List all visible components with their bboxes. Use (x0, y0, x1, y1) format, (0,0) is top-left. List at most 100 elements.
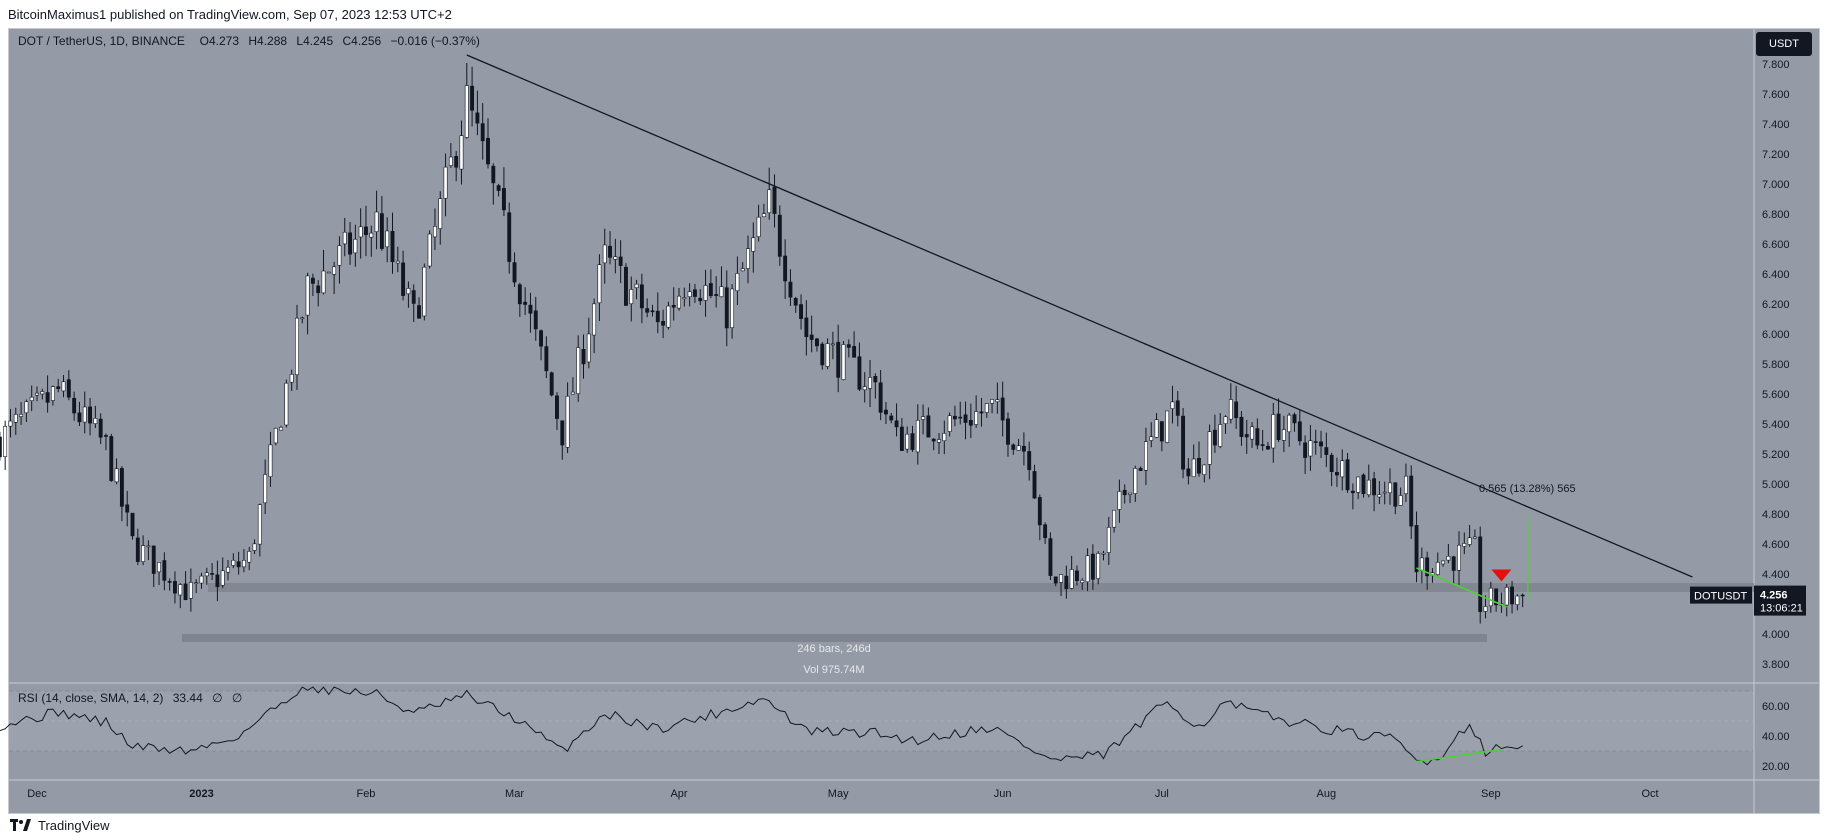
candle-body (109, 436, 114, 481)
candle (406, 281, 411, 308)
candle-body (804, 317, 809, 338)
rsi-title[interactable]: RSI (14, close, SMA, 14, 2) (18, 691, 164, 705)
candle (878, 369, 883, 421)
candle-body (1197, 457, 1201, 474)
candle (714, 276, 719, 308)
candle (1409, 465, 1414, 539)
currency-button[interactable]: USDT (1756, 32, 1812, 56)
candle (1016, 439, 1021, 451)
candle (820, 341, 825, 370)
candle-body (862, 386, 867, 391)
candle (72, 391, 77, 421)
candle-body (194, 582, 199, 584)
candle (1281, 415, 1286, 453)
candle (523, 287, 528, 315)
candle (873, 373, 878, 399)
price-tick-label: 4.000 (1762, 629, 1790, 641)
candle (82, 391, 87, 434)
candle-body (942, 433, 947, 442)
time-tick-label: Sep (1481, 788, 1501, 800)
candle (698, 289, 703, 306)
candle (565, 382, 570, 454)
rsi-divergence-line[interactable] (1416, 748, 1502, 763)
candle (889, 412, 894, 424)
tradingview-brand: TradingView (38, 818, 110, 833)
candle (570, 377, 575, 395)
candle (464, 62, 469, 139)
candle-body (671, 304, 676, 308)
measure-volume-label: Vol 975.74M (803, 664, 864, 676)
price-tick-label: 5.600 (1762, 389, 1790, 401)
candle (740, 262, 745, 272)
candle (379, 196, 384, 251)
candle (411, 284, 416, 322)
rsi-tick-label: 60.00 (1762, 701, 1790, 713)
descending-resistance-line[interactable] (466, 54, 1693, 578)
candle (1202, 464, 1207, 483)
candle-body (1202, 464, 1207, 475)
candle (364, 205, 368, 257)
candle-body (639, 284, 644, 309)
change-value: −0.016 (−0.37%) (390, 34, 480, 48)
symbol-tag (1690, 586, 1752, 604)
measure-range-bar[interactable] (182, 634, 1487, 642)
tradingview-logo[interactable]: TradingView (10, 818, 110, 833)
candle-body (1080, 580, 1085, 583)
candle (241, 549, 246, 573)
candle-body (1441, 560, 1446, 565)
candle-body (592, 303, 597, 336)
candle (682, 287, 687, 307)
candle (1483, 595, 1488, 619)
candle (852, 331, 857, 358)
candle (830, 331, 835, 360)
candle (188, 568, 193, 612)
candle (279, 425, 284, 431)
candle (310, 273, 315, 297)
candle-body (1223, 416, 1228, 424)
candle (125, 490, 130, 527)
candle (61, 375, 66, 398)
candle-body (931, 438, 936, 442)
candle (990, 398, 995, 414)
candle-body (576, 347, 581, 394)
candle-body (650, 310, 655, 313)
candle-body (326, 271, 331, 274)
candle-body (35, 392, 39, 396)
symbol-title[interactable]: DOT / TetherUS, 1D, BINANCE (18, 34, 185, 48)
candle-body (146, 545, 151, 548)
candle (178, 582, 183, 609)
candle-body (1467, 537, 1472, 545)
candle-body (50, 386, 55, 401)
candle-body (1372, 478, 1377, 496)
candle-body (692, 289, 697, 297)
measure-bars-label: 246 bars, 246d (797, 643, 870, 655)
candle-body (1382, 491, 1387, 494)
candle-body (820, 343, 825, 366)
candle (8, 408, 13, 438)
candle (1372, 471, 1377, 512)
candle-body (1043, 524, 1048, 539)
rsi-line[interactable] (0, 686, 1523, 766)
candle (342, 217, 347, 257)
candle (799, 294, 803, 330)
candle-body (735, 273, 740, 292)
support-zone[interactable] (208, 583, 1754, 592)
candle (268, 431, 273, 487)
candle (114, 458, 119, 485)
candle-body (411, 290, 416, 304)
candle-body (666, 305, 671, 328)
candle-body (677, 295, 681, 309)
candle-body (45, 392, 50, 403)
candle-body (1138, 467, 1143, 471)
price-divergence-line[interactable] (1416, 567, 1508, 608)
candle-body (852, 346, 857, 358)
candle-body (915, 420, 920, 453)
candle-body (507, 212, 512, 262)
candle (1170, 385, 1175, 424)
candle (512, 252, 517, 287)
candle (639, 273, 644, 324)
candle (135, 528, 140, 566)
candle-body (1027, 451, 1032, 471)
candle-body (1048, 538, 1053, 576)
